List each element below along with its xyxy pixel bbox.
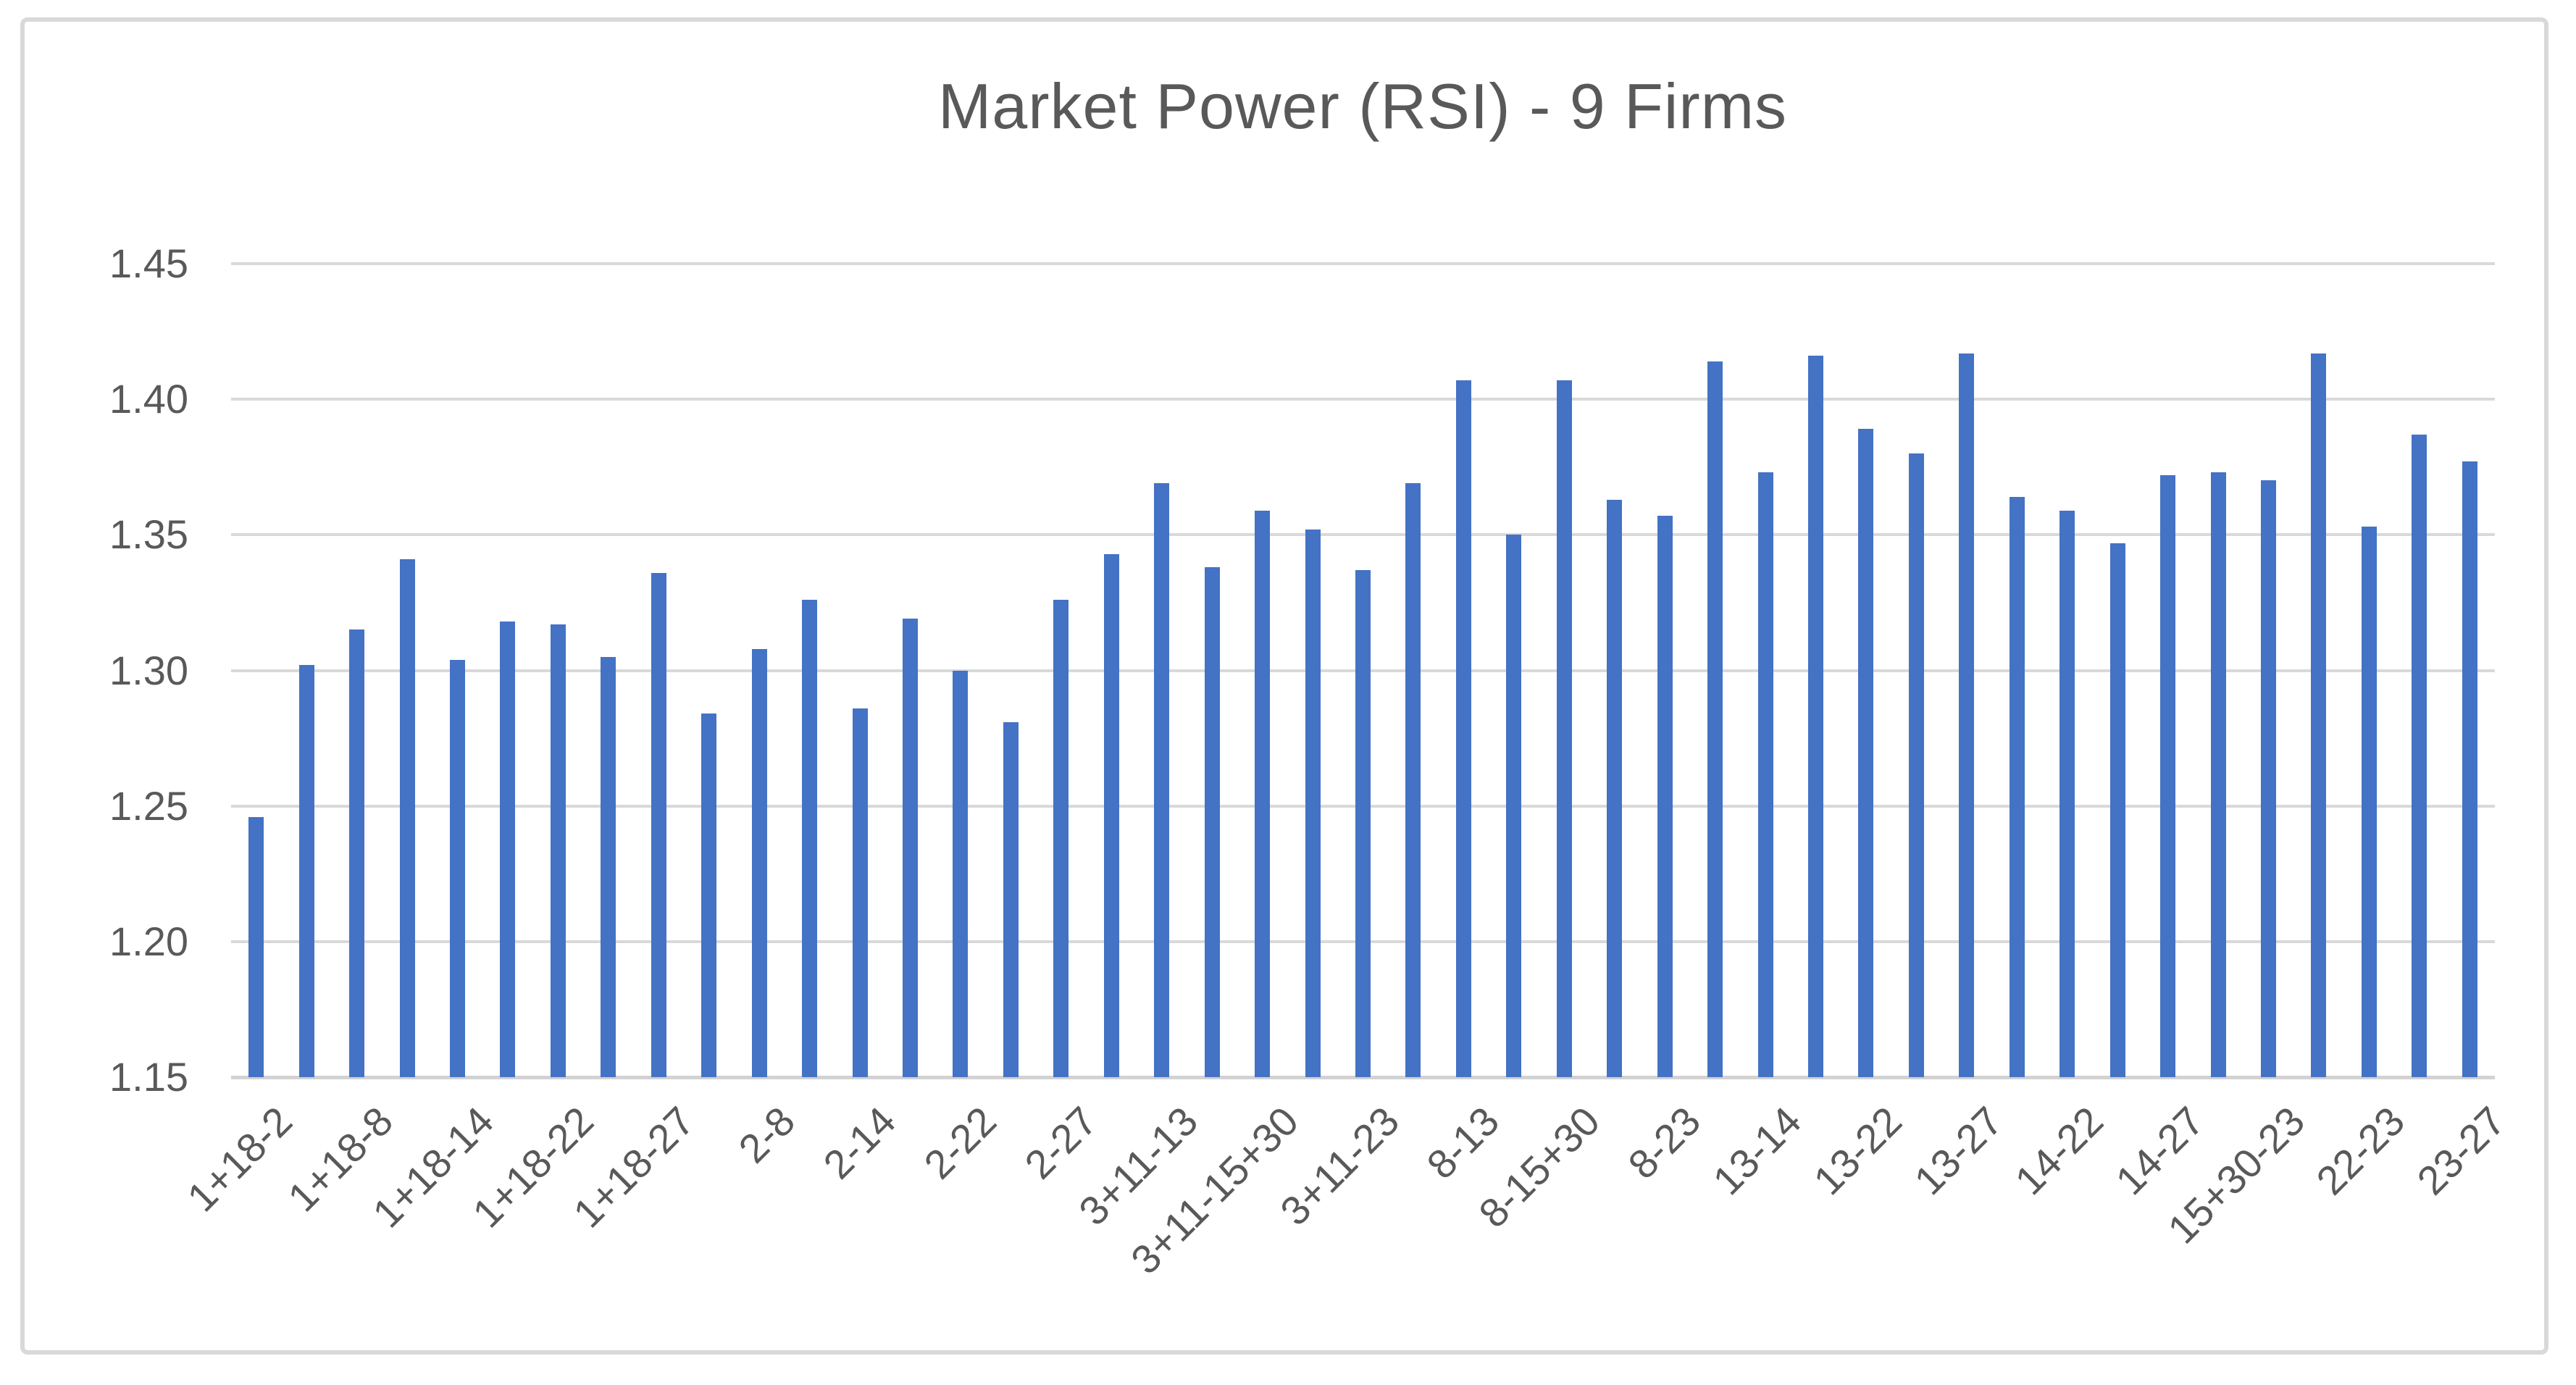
plot-area (231, 262, 2495, 1079)
bar (1908, 453, 1924, 1077)
bar (248, 816, 264, 1077)
bar (1405, 483, 1421, 1077)
bar (1305, 529, 1321, 1077)
bar (550, 624, 566, 1077)
bar (701, 714, 717, 1077)
bar (601, 656, 616, 1077)
bar (1204, 567, 1220, 1077)
gridline (231, 262, 2495, 265)
bar (2210, 472, 2226, 1077)
bar (1003, 721, 1019, 1077)
bar (2109, 543, 2125, 1077)
bar (1556, 380, 1572, 1077)
y-tick-label: 1.20 (109, 918, 188, 964)
bar (2059, 510, 2075, 1077)
bar (1707, 361, 1723, 1077)
bar (2361, 527, 2377, 1077)
gridline (231, 533, 2495, 537)
bar (1858, 429, 1874, 1077)
bar (802, 600, 818, 1077)
bar (852, 708, 868, 1077)
bar (1607, 499, 1623, 1077)
bar (1154, 483, 1170, 1077)
bar (1757, 472, 1773, 1077)
chart-title: Market Power (RSI) - 9 Firms (937, 70, 1788, 142)
bar (2160, 474, 2176, 1077)
bar (399, 559, 415, 1077)
y-tick-label: 1.35 (109, 511, 188, 558)
bar (2462, 461, 2477, 1077)
bar (450, 659, 465, 1077)
y-tick-label: 1.40 (109, 376, 188, 422)
bar (1255, 510, 1271, 1077)
bar (953, 670, 969, 1077)
bar (651, 572, 666, 1077)
bar (1959, 353, 1975, 1077)
x-axis-line (231, 1076, 2495, 1079)
bar (903, 619, 918, 1077)
y-tick-label: 1.25 (109, 782, 188, 829)
bar (298, 665, 314, 1077)
bar (1808, 356, 1823, 1077)
bar (2261, 480, 2276, 1077)
chart-frame: Market Power (RSI) - 9 Firms 1.15 1.20 1.2… (20, 17, 2548, 1355)
y-tick-label: 1.30 (109, 647, 188, 693)
bar (500, 622, 516, 1077)
bar (1455, 380, 1471, 1077)
bar (2311, 353, 2327, 1077)
bar (2412, 434, 2427, 1077)
bar (751, 648, 767, 1077)
bar (1506, 535, 1522, 1077)
bar (1657, 516, 1673, 1077)
y-tick-label: 1.15 (109, 1054, 188, 1100)
gridline (231, 398, 2495, 401)
bar (2009, 496, 2025, 1077)
bar (349, 629, 365, 1077)
y-tick-label: 1.45 (109, 240, 188, 286)
bar (1103, 553, 1119, 1077)
bar (1355, 569, 1371, 1077)
bar (1053, 600, 1069, 1077)
